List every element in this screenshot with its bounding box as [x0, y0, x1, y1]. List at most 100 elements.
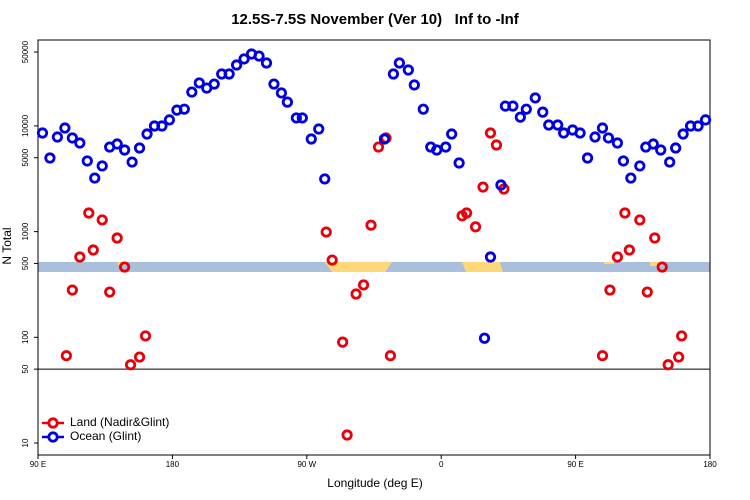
point — [662, 359, 674, 371]
point — [604, 284, 616, 296]
land-patch — [325, 262, 392, 272]
point — [83, 207, 95, 219]
point — [290, 112, 302, 124]
point — [305, 133, 317, 145]
point — [589, 131, 601, 143]
point — [89, 172, 101, 184]
point — [634, 160, 646, 172]
point — [341, 429, 353, 441]
point — [647, 138, 659, 150]
point — [66, 284, 78, 296]
point — [574, 127, 586, 139]
point — [238, 53, 250, 65]
y-tick-label: 1000 — [21, 222, 30, 240]
point — [208, 78, 220, 90]
point — [552, 119, 564, 131]
point — [163, 114, 176, 126]
point — [520, 103, 532, 115]
point — [281, 96, 293, 108]
point — [260, 57, 273, 69]
point — [139, 330, 152, 342]
point — [417, 103, 429, 115]
point — [268, 78, 280, 90]
point — [74, 137, 86, 149]
point — [384, 350, 397, 362]
point — [495, 179, 507, 191]
point — [699, 114, 712, 126]
point — [581, 152, 594, 164]
point — [655, 144, 667, 156]
point — [543, 119, 555, 131]
point — [133, 142, 146, 154]
point — [440, 141, 452, 153]
point — [529, 92, 541, 104]
x-tick-label: 180 — [166, 460, 180, 469]
point — [617, 155, 629, 167]
point — [378, 133, 391, 145]
point — [469, 221, 482, 233]
point — [625, 172, 637, 184]
point — [111, 138, 123, 150]
legend-label: Ocean (Glint) — [70, 429, 141, 443]
land-patch — [604, 262, 614, 264]
point — [670, 142, 682, 154]
y-tick-label: 500 — [21, 256, 30, 270]
point — [60, 350, 72, 362]
point — [402, 64, 414, 76]
y-tick-label: 5000 — [21, 148, 30, 166]
point — [507, 100, 519, 112]
point — [477, 181, 489, 193]
point — [490, 139, 503, 151]
legend-label: Land (Nadir&Glint) — [70, 415, 169, 429]
land-patch — [650, 262, 662, 266]
point — [319, 173, 331, 185]
point — [611, 137, 624, 149]
point — [692, 120, 704, 132]
point — [186, 86, 198, 98]
point — [44, 152, 56, 164]
point — [320, 226, 332, 238]
point — [478, 332, 491, 344]
point — [350, 288, 362, 300]
y-tick-label: 10 — [21, 438, 30, 447]
point — [133, 351, 146, 363]
y-tick-label: 100 — [21, 330, 30, 344]
x-tick-label: 180 — [703, 460, 717, 469]
x-axis-label: Longitude (deg E) — [327, 476, 422, 490]
surface-strip — [38, 262, 710, 272]
point — [649, 232, 661, 244]
chart-title: 12.5S-7.5S November (Ver 10) Inf to -Inf — [231, 11, 520, 28]
x-tick-label: 90 W — [297, 460, 316, 469]
point — [596, 350, 609, 362]
point — [664, 156, 676, 168]
x-tick-label: 0 — [439, 460, 444, 469]
point — [74, 251, 86, 263]
point — [558, 127, 570, 139]
point — [460, 207, 473, 219]
legend-marker — [47, 417, 59, 429]
point — [119, 261, 131, 273]
point — [87, 244, 99, 256]
point — [326, 254, 338, 266]
point — [619, 207, 631, 219]
point — [275, 87, 288, 99]
point — [156, 120, 168, 132]
point — [119, 144, 131, 156]
point — [231, 59, 243, 71]
point — [296, 112, 308, 124]
point — [36, 127, 49, 139]
point — [602, 132, 615, 144]
point — [223, 68, 235, 80]
point — [641, 286, 653, 298]
point — [59, 122, 71, 134]
point — [453, 157, 465, 169]
point — [111, 232, 123, 244]
point — [141, 128, 153, 140]
point — [193, 77, 205, 89]
point — [387, 68, 400, 80]
plot-frame — [37, 39, 711, 456]
point — [484, 127, 497, 139]
point — [178, 103, 190, 115]
point — [357, 279, 370, 291]
